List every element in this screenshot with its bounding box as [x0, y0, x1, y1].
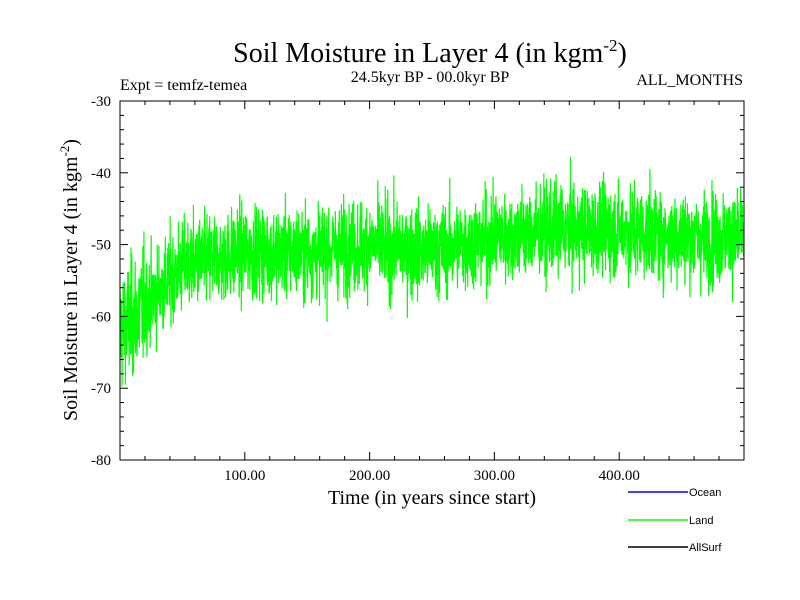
x-tick-label: 100.00 — [224, 468, 265, 484]
series-line-land — [120, 156, 744, 387]
y-axis: -30 -40 -50 -60 -70 -80 — [91, 94, 744, 469]
period-label: 24.5kyr BP - 00.0kyr BP — [351, 69, 510, 86]
y-axis-label: Soil Moisture in Layer 4 (in kgm-2) — [57, 139, 82, 421]
months-label: ALL_MONTHS — [636, 72, 743, 89]
plot-area — [119, 100, 745, 461]
y-tick-label: -30 — [91, 94, 111, 110]
y-tick-label: -70 — [91, 381, 111, 397]
legend-label-ocean: Ocean — [689, 487, 721, 499]
plot-frame — [119, 100, 745, 461]
experiment-label: Expt = temfz-temea — [120, 77, 247, 94]
y-tick-label: -80 — [91, 453, 111, 469]
legend: Ocean Land AllSurf — [628, 487, 722, 554]
chart-title: Soil Moisture in Layer 4 (in kgm-2) — [233, 36, 627, 69]
legend-label-land: Land — [689, 515, 713, 527]
x-tick-label: 400.00 — [599, 468, 640, 484]
x-axis: 100.00 200.00 300.00 400.00 — [144, 101, 720, 484]
y-tick-label: -60 — [91, 309, 111, 325]
x-axis-label: Time (in years since start) — [328, 487, 536, 509]
x-tick-label: 200.00 — [349, 468, 390, 484]
y-tick-label: -40 — [91, 166, 111, 182]
x-tick-label: 300.00 — [474, 468, 515, 484]
legend-label-allsurf: AllSurf — [689, 542, 722, 554]
y-tick-label: -50 — [91, 238, 111, 254]
